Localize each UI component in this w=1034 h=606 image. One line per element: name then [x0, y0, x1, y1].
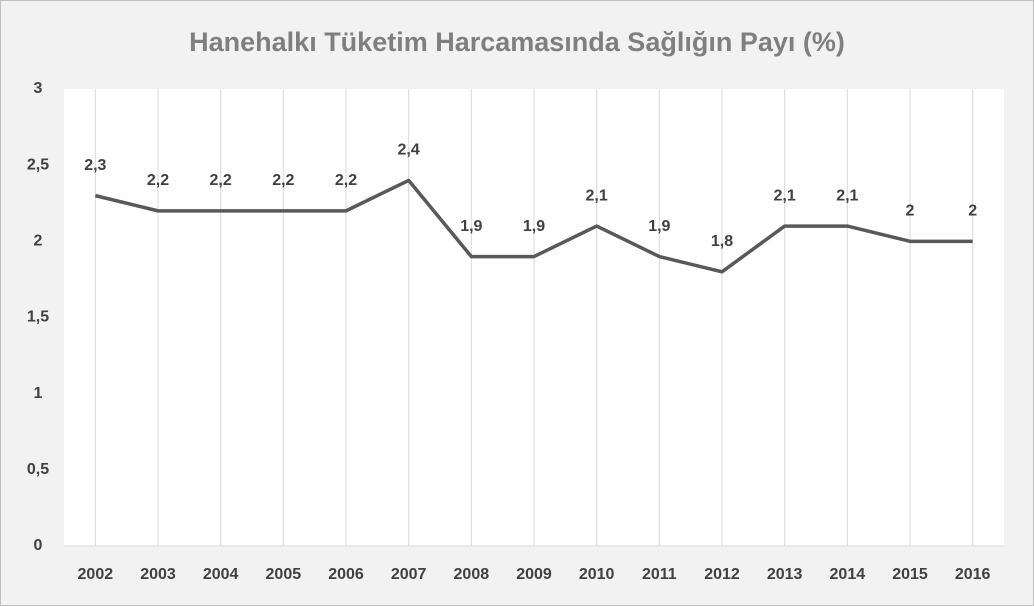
- data-label: 2,1: [586, 187, 608, 204]
- data-label: 1,8: [711, 233, 733, 250]
- data-label: 2,2: [210, 172, 232, 189]
- data-line: [94, 178, 973, 274]
- data-label: 1,9: [523, 218, 545, 235]
- data-label: 2,2: [272, 172, 294, 189]
- data-label: 2,3: [84, 157, 106, 174]
- y-tick-label: 2,5: [27, 156, 49, 173]
- x-tick-label: 2009: [516, 566, 552, 583]
- x-tick-label: 2014: [830, 566, 866, 583]
- data-label: 2,1: [836, 187, 858, 204]
- x-tick-label: 2005: [266, 566, 302, 583]
- data-label: 1,9: [648, 218, 670, 235]
- data-label: 2,2: [335, 172, 357, 189]
- x-tick-label: 2013: [767, 566, 803, 583]
- x-tick-label: 2016: [955, 566, 991, 583]
- x-tick-label: 2012: [704, 566, 740, 583]
- x-tick-label: 2004: [203, 566, 239, 583]
- y-tick-label: 2: [34, 233, 43, 250]
- y-tick-label: 1,5: [27, 309, 49, 326]
- x-tick-label: 2002: [78, 566, 114, 583]
- data-label: 2,1: [774, 187, 796, 204]
- y-tick-label: 0: [34, 537, 43, 554]
- x-tick-label: 2006: [328, 566, 364, 583]
- x-tick-label: 2015: [892, 566, 928, 583]
- x-tick-label: 2011: [642, 566, 677, 583]
- data-label: 2,4: [398, 142, 420, 159]
- data-label: 2,2: [147, 172, 169, 189]
- y-tick-label: 0,5: [27, 461, 49, 478]
- data-label: 2: [968, 203, 977, 220]
- data-label: 1,9: [460, 218, 482, 235]
- y-tick-label: 1: [34, 385, 43, 402]
- y-tick-label: 3: [34, 80, 43, 97]
- x-tick-label: 2008: [454, 566, 490, 583]
- data-label: 2: [906, 203, 915, 220]
- x-tick-label: 2010: [579, 566, 615, 583]
- x-tick-label: 2003: [140, 566, 176, 583]
- chart-title: Hanehalkı Tüketim Harcamasında Sağlığın …: [189, 27, 845, 57]
- x-tick-label: 2007: [391, 566, 427, 583]
